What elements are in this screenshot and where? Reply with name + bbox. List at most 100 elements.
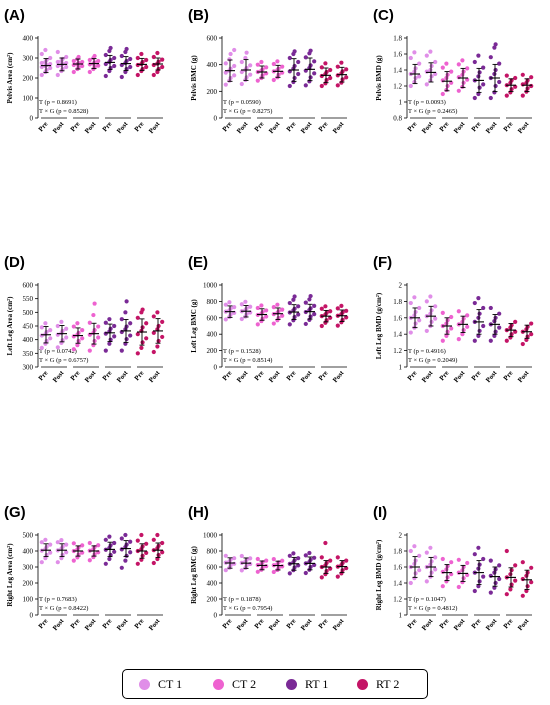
point-c-ct-1-pre-5 [412,69,417,74]
x-tick-label-b-7: Post [331,120,346,135]
point-b-rt-2-post-3 [344,75,349,80]
y-tick-label-a-4: 400 [23,35,34,43]
point-a-ct-2-pre-0 [71,69,76,75]
point-b-rt-2-post-8 [335,64,340,69]
point-d-ct-2-pre-1 [75,343,80,348]
panel-letter-a: (A) [4,7,25,24]
point-d-ct-2-pre-3 [80,336,85,341]
x-tick-label-h-1: Post [235,617,250,632]
point-a-rt-1-pre-7 [112,55,117,61]
point-i-ct-2-pre-7 [449,560,454,565]
x-tick-label-g-5: Post [115,617,130,632]
point-b-ct-1-post-8 [239,59,244,65]
point-e-rt-1-pre-2 [292,314,297,320]
point-a-ct-2-post-3 [96,63,101,68]
point-e-ct-2-post-3 [280,313,285,318]
stat-text-d-0: T (p = 0.0742) [39,348,77,355]
point-b-ct-2-pre-6 [260,67,265,72]
x-tick-label-h-6: Pre [317,617,330,630]
point-d-ct-2-post-2 [92,338,97,344]
point-f-ct-1-post-2 [429,319,434,324]
point-d-rt-2-pre-3 [144,336,149,341]
point-d-rt-1-post-3 [128,333,133,338]
point-a-ct-2-post-4 [87,62,92,67]
point-i-rt-1-post-0 [488,590,493,595]
point-a-ct-1-pre-13 [43,47,48,53]
point-c-rt-1-post-5 [492,71,497,77]
y-tick-label-g-3: 300 [23,564,34,572]
x-tick-label-h-2: Pre [253,617,266,630]
point-g-rt-1-pre-6 [108,543,113,548]
point-b-rt-1-pre-6 [292,63,297,69]
point-g-ct-2-post-0 [87,558,92,563]
point-f-ct-2-post-8 [456,309,461,314]
point-c-rt-1-pre-2 [477,85,482,90]
point-c-ct-2-pre-1 [444,87,449,93]
y-axis-label-c: Pelvis BMD (g) [375,55,383,101]
legend-item-rt2: RT 2 [357,670,399,698]
point-a-ct-2-post-8 [87,57,92,63]
y-tick-label-f-0: 1 [399,364,403,372]
point-e-rt-1-pre-0 [287,322,292,327]
point-c-ct-1-pre-0 [408,83,413,89]
point-e-rt-1-pre-6 [292,306,297,311]
point-h-rt-2-pre-0 [319,575,324,580]
point-i-rt-2-post-4 [520,576,525,582]
x-tick-label-e-4: Pre [285,369,298,382]
point-e-ct-1-pre-7 [232,305,237,310]
point-c-ct-1-post-0 [424,82,429,87]
point-a-rt-2-post-0 [151,72,156,78]
point-b-ct-2-post-9 [275,59,280,64]
point-g-ct-2-pre-8 [71,541,76,546]
point-g-rt-1-post-1 [123,558,128,563]
point-g-rt-2-post-8 [151,537,156,542]
point-i-ct-2-post-0 [456,584,461,590]
point-h-ct-2-pre-3 [264,564,269,569]
point-c-ct-2-pre-7 [449,69,454,74]
panel-i: (I) 1 1.2 1.4 1.6 1.8 2 Right Leg BMD (g/cm²) T … [373,504,534,632]
point-d-ct-1-post-0 [55,345,60,350]
point-f-ct-2-pre-8 [440,310,445,315]
point-d-ct-2-pre-9 [75,321,80,326]
point-f-ct-2-post-2 [461,328,466,333]
point-a-rt-1-post-0 [119,74,124,80]
point-c-ct-2-post-0 [456,88,461,93]
point-b-rt-1-pre-10 [292,49,297,54]
x-tick-label-h-4: Pre [285,617,298,630]
x-tick-label-i-4: Pre [470,617,483,630]
point-g-ct-2-post-7 [96,543,101,548]
x-tick-label-b-2: Pre [253,120,266,133]
x-tick-label-a-1: Post [51,120,66,135]
point-d-rt-1-pre-9 [107,317,112,322]
x-tick-label-d-1: Post [51,369,66,384]
point-g-rt-2-post-3 [160,550,165,555]
point-f-ct-1-post-5 [428,311,433,316]
point-f-rt-2-pre-0 [504,338,509,343]
point-e-rt-2-post-3 [344,315,349,320]
point-f-rt-1-pre-5 [476,315,481,320]
point-d-rt-2-pre-2 [140,340,145,345]
x-tick-label-b-5: Post [299,120,314,135]
x-tick-label-f-6: Pre [502,369,515,382]
y-tick-label-e-0: 0 [214,364,218,372]
point-f-rt-1-pre-8 [472,300,477,306]
point-c-ct-1-post-9 [428,49,433,54]
point-a-ct-2-post-7 [96,58,101,64]
y-axis-label-i: Right Leg BMD (g/cm²) [375,539,383,610]
point-f-rt-1-post-6 [493,315,498,320]
x-tick-label-f-5: Post [484,369,499,384]
point-d-ct-1-pre-6 [44,329,49,335]
point-i-ct-2-pre-0 [440,584,445,589]
point-c-rt-1-pre-9 [476,53,481,58]
point-b-ct-2-pre-0 [255,78,260,83]
y-tick-label-g-2: 200 [23,580,34,588]
point-a-ct-2-post-10 [92,53,97,59]
point-h-rt-2-pre-9 [323,540,328,546]
point-a-rt-1-post-7 [128,56,133,62]
y-axis-label-b: Pelvis BMC (g) [190,55,198,101]
point-i-rt-1-pre-5 [476,566,481,571]
point-d-rt-2-post-3 [160,334,165,340]
x-tick-label-f-4: Pre [470,369,483,382]
point-e-ct-1-pre-9 [227,300,232,305]
stat-text-e-1: T × G (p = 0.8514) [223,357,272,364]
